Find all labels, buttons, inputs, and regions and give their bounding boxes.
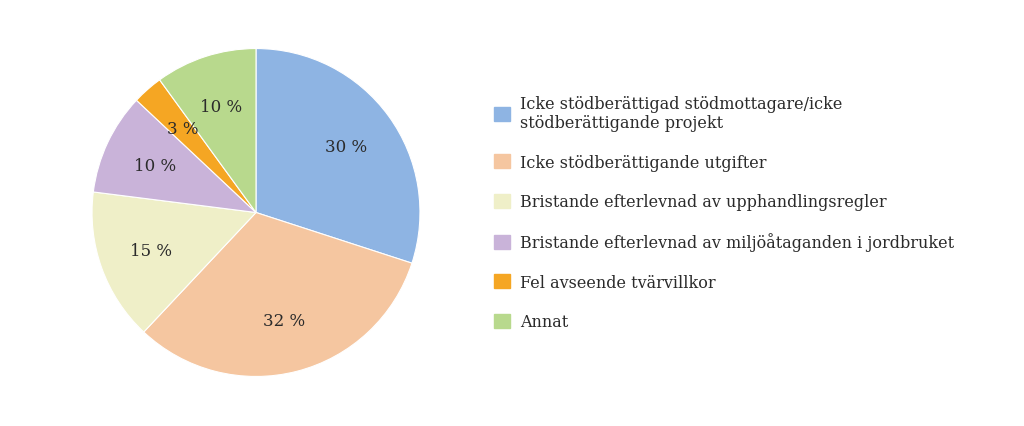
- Wedge shape: [93, 101, 256, 213]
- Wedge shape: [136, 81, 256, 213]
- Wedge shape: [143, 213, 412, 377]
- Text: 15 %: 15 %: [130, 242, 172, 259]
- Wedge shape: [256, 49, 420, 264]
- Wedge shape: [160, 49, 256, 213]
- Text: 3 %: 3 %: [167, 121, 198, 138]
- Wedge shape: [92, 193, 256, 332]
- Text: 32 %: 32 %: [263, 312, 305, 329]
- Text: 10 %: 10 %: [201, 99, 243, 116]
- Legend: Icke stödberättigad stödmottagare/icke
stödberättigande projekt, Icke stödberätt: Icke stödberättigad stödmottagare/icke s…: [495, 95, 954, 331]
- Text: 10 %: 10 %: [134, 157, 176, 174]
- Text: 30 %: 30 %: [326, 139, 368, 156]
